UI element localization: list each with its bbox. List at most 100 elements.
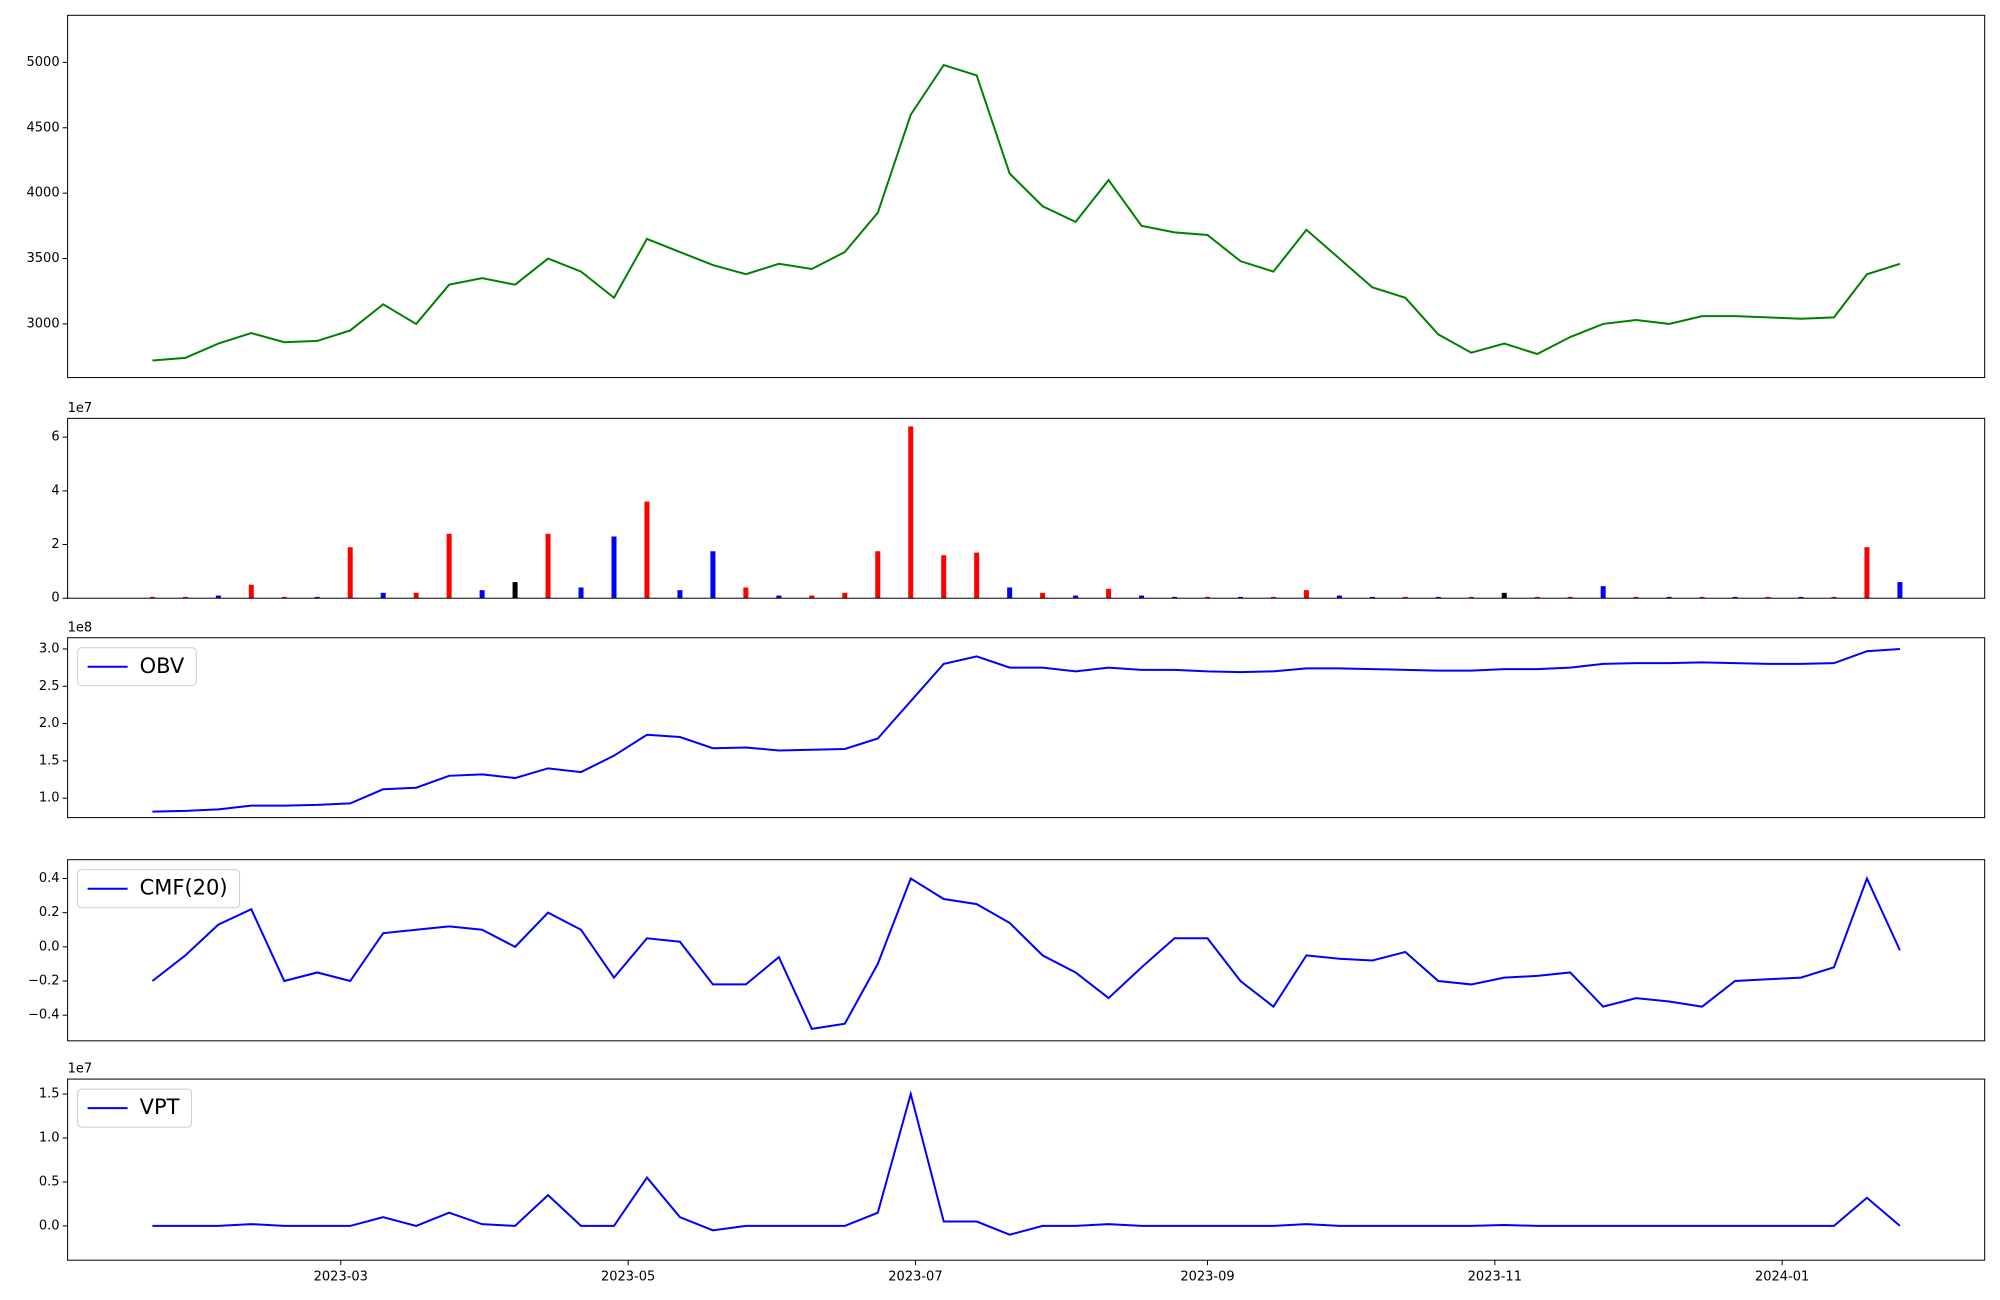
line: [151, 875, 1901, 1030]
bar: [875, 551, 881, 599]
bar: [380, 592, 386, 599]
bar: [413, 592, 419, 599]
bar: [149, 596, 155, 599]
bar: [1270, 596, 1276, 599]
line: [152, 1090, 1901, 1236]
bar: [809, 595, 815, 599]
y-tick-label: 2.5: [39, 679, 60, 694]
y-tick-label: 1.0: [39, 791, 60, 806]
bar: [1765, 596, 1771, 599]
y-tick-label: 1.5: [39, 753, 60, 768]
offset-label: 1e7: [68, 1062, 93, 1077]
bar: [1468, 596, 1474, 599]
bar: [215, 595, 221, 599]
bar: [1402, 596, 1408, 599]
bar: [743, 587, 749, 599]
y-tick-label: −0.4: [28, 1008, 60, 1023]
offset-label: 1e8: [68, 620, 93, 635]
bar: [1534, 596, 1540, 599]
axes-frame: [67, 1078, 1986, 1261]
y-tick-label: 4: [51, 483, 59, 498]
bar: [941, 555, 947, 599]
bar: [314, 596, 320, 599]
bar: [512, 582, 518, 599]
bar: [1732, 596, 1738, 599]
bar: [1139, 595, 1145, 599]
bar: [182, 596, 188, 599]
bar: [611, 536, 617, 599]
line: [152, 63, 1901, 362]
y-tick-label: 0.0: [39, 1218, 60, 1233]
bar: [248, 584, 254, 599]
axes-frame: [67, 417, 1986, 599]
bar: [1336, 595, 1342, 599]
legend-label: VPT: [140, 1095, 180, 1119]
y-tick-label: 5000: [27, 55, 60, 70]
bar: [1073, 595, 1079, 599]
bar: [644, 501, 650, 599]
x-tick-label: 2023-09: [1180, 1270, 1234, 1285]
y-tick-label: 1.0: [39, 1130, 60, 1145]
bar: [1897, 582, 1903, 599]
y-tick-label: 0: [51, 591, 59, 606]
bar: [710, 551, 716, 599]
y-tick-label: 2.0: [39, 716, 60, 731]
y-tick-label: 4500: [27, 120, 60, 135]
legend-box: [77, 869, 241, 909]
y-tick-label: 3500: [27, 251, 60, 266]
bar: [842, 592, 848, 599]
y-tick-label: 0.2: [39, 905, 60, 920]
offset-label: 1e7: [68, 401, 93, 416]
bar: [1666, 596, 1672, 599]
bar: [1864, 547, 1870, 599]
bar: [776, 595, 782, 599]
bar: [578, 587, 584, 599]
y-tick-label: 0.0: [39, 939, 60, 954]
bar: [1567, 596, 1573, 599]
legend-box: [77, 647, 197, 687]
bar: [1172, 596, 1178, 599]
bar: [1600, 586, 1606, 599]
axes-frame: [67, 14, 1986, 379]
y-tick-label: 1.5: [39, 1087, 60, 1102]
bar: [1237, 596, 1243, 599]
y-tick-label: 2: [51, 537, 59, 552]
x-tick-label: 2023-11: [1468, 1270, 1522, 1285]
axes-frame: [67, 637, 1986, 819]
x-tick-label: 2023-07: [888, 1270, 942, 1285]
bar: [281, 596, 287, 599]
bar: [347, 547, 353, 599]
x-tick-label: 2023-05: [601, 1270, 655, 1285]
bar: [1303, 590, 1309, 599]
legend-label: OBV: [140, 654, 185, 678]
y-tick-label: 6: [51, 430, 59, 445]
bar: [1007, 587, 1013, 599]
bar: [677, 590, 683, 599]
bar: [1633, 596, 1639, 599]
bar: [1040, 592, 1046, 599]
y-tick-label: 3000: [27, 316, 60, 331]
legend-box: [77, 1088, 192, 1128]
y-tick-label: 0.5: [39, 1174, 60, 1189]
y-tick-label: 0.4: [39, 871, 60, 886]
bar: [1699, 596, 1705, 599]
x-tick-label: 2023-03: [314, 1270, 368, 1285]
line: [152, 647, 1900, 813]
bar: [1204, 596, 1210, 599]
bar: [1369, 596, 1375, 599]
bar: [908, 426, 914, 599]
bar: [1435, 596, 1441, 599]
y-tick-label: −0.2: [28, 974, 60, 989]
bar: [479, 590, 485, 599]
axes-frame: [67, 859, 1986, 1042]
bar: [1831, 596, 1837, 599]
bar: [974, 552, 980, 599]
bar: [545, 533, 551, 599]
y-tick-label: 3.0: [39, 641, 60, 656]
legend-label: CMF(20): [140, 876, 228, 900]
y-tick-label: 4000: [27, 186, 60, 201]
bar: [1106, 588, 1112, 599]
bar: [1798, 596, 1804, 599]
x-tick-label: 2024-01: [1755, 1270, 1809, 1285]
